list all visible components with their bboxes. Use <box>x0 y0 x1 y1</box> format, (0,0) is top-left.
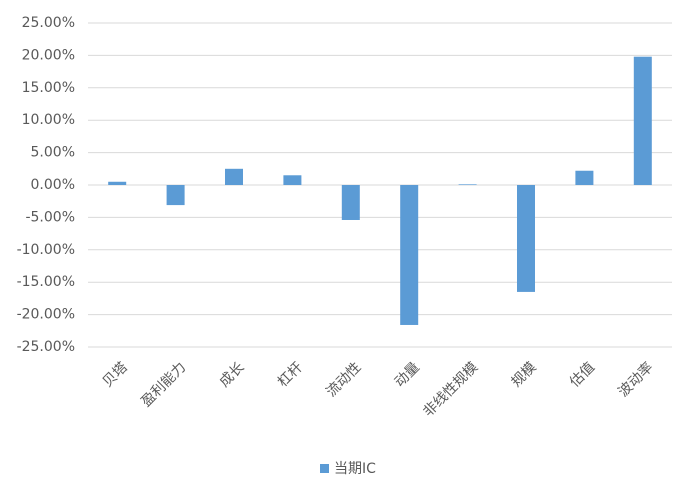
bar <box>341 185 360 220</box>
legend-label: 当期IC <box>334 461 376 477</box>
bar <box>633 56 652 185</box>
x-tick-label: 非线性规模 <box>420 359 481 420</box>
y-tick-label: 0.00% <box>31 177 75 193</box>
x-tick-label: 贝塔 <box>100 359 131 390</box>
x-tick-label: 动量 <box>392 359 423 390</box>
x-tick-label: 估值 <box>567 359 598 390</box>
x-tick-label: 规模 <box>509 359 540 390</box>
y-tick-label: 25.00% <box>22 15 75 31</box>
x-tick-label: 流动性 <box>323 359 364 400</box>
y-tick-label: -10.00% <box>17 242 75 258</box>
y-tick-label: 5.00% <box>31 145 75 161</box>
bar <box>225 168 243 185</box>
bar <box>166 185 185 206</box>
legend-swatch <box>320 464 329 473</box>
y-tick-label: -5.00% <box>25 209 75 225</box>
x-tick-label: 波动率 <box>615 359 657 401</box>
bar <box>283 175 302 185</box>
y-tick-label: -15.00% <box>17 274 75 290</box>
bar <box>575 170 594 185</box>
bar <box>458 184 477 185</box>
y-tick-label: 15.00% <box>22 80 75 96</box>
x-tick-label: 成长 <box>217 359 248 390</box>
y-tick-label: 20.00% <box>22 47 75 63</box>
x-tick-label: 盈利能力 <box>138 359 189 410</box>
bar <box>400 185 419 325</box>
y-tick-label: -20.00% <box>17 307 75 323</box>
bar <box>108 181 127 185</box>
bar <box>517 185 535 292</box>
x-tick-label: 杠杆 <box>275 359 306 390</box>
y-tick-label: -25.00% <box>17 339 75 355</box>
y-tick-label: 10.00% <box>22 112 75 128</box>
